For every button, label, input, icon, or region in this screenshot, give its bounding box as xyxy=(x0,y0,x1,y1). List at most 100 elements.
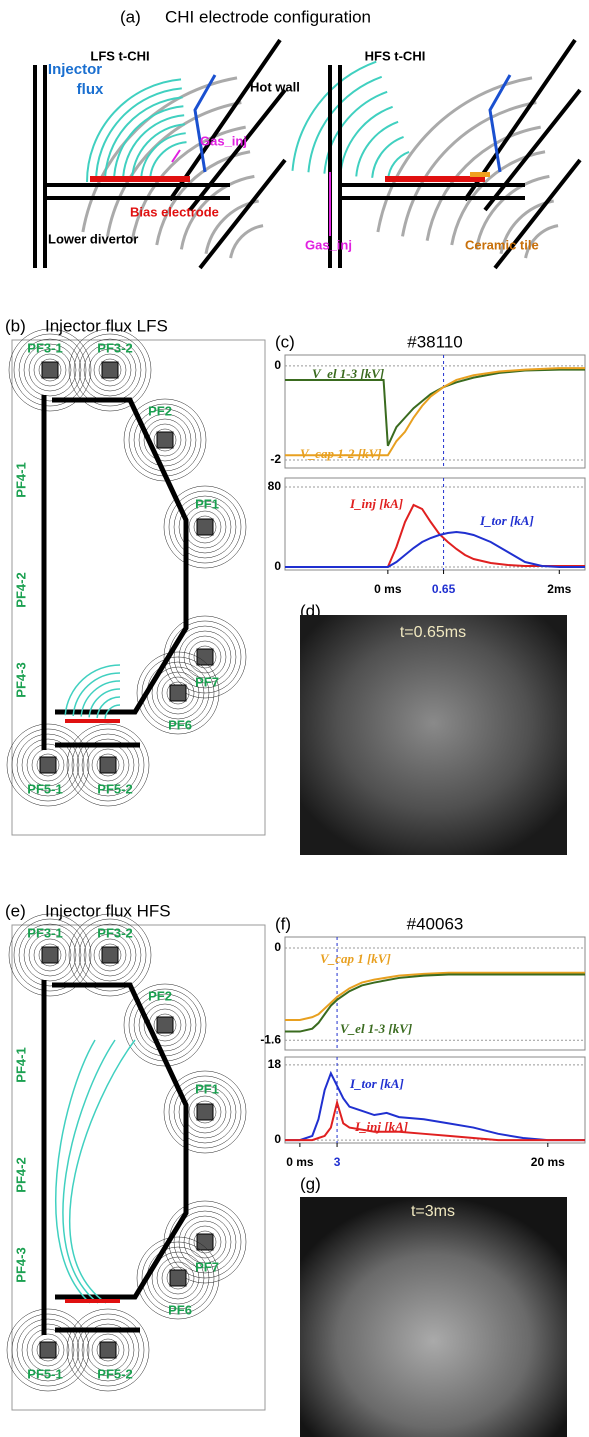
y-tick-label: 80 xyxy=(268,479,282,493)
y-tick-label: 0 xyxy=(274,559,281,573)
coil-label: PF3-1 xyxy=(27,340,62,355)
coil xyxy=(197,649,213,665)
y-tick-label: -2 xyxy=(270,452,281,466)
coil-label: PF4-3 xyxy=(13,1247,28,1282)
chart-title: #38110 xyxy=(407,332,462,351)
coil-label: PF7 xyxy=(195,674,219,689)
y-tick-label: 0 xyxy=(274,940,281,954)
flux-contour xyxy=(231,226,263,258)
panel-title: Injector flux LFS xyxy=(45,316,168,335)
y-tick-label: -1.6 xyxy=(260,1032,281,1046)
label: Hot wall xyxy=(250,79,300,94)
figure: (a) CHI electrode configuration LFS t-CH… xyxy=(0,0,589,1437)
coil xyxy=(170,685,186,701)
coil-label: PF4-1 xyxy=(13,1047,28,1082)
label: Lower divertor xyxy=(48,231,138,246)
series-label: I_tor [kA] xyxy=(349,1076,404,1091)
image-caption: t=3ms xyxy=(411,1203,455,1220)
chart-title: #40063 xyxy=(407,914,464,933)
coil-label: PF2 xyxy=(148,988,172,1003)
y-tick-label: 18 xyxy=(268,1057,282,1071)
panel-label: (g) xyxy=(300,1174,321,1193)
panel-label: (f) xyxy=(275,914,291,933)
coil xyxy=(197,519,213,535)
label: Bias electrode xyxy=(130,204,219,219)
coil-label: PF3-2 xyxy=(97,340,132,355)
injector-flux xyxy=(292,62,376,171)
series-label: I_tor [kA] xyxy=(479,513,534,528)
bias-electrode xyxy=(90,176,190,182)
coil-label: PF5-1 xyxy=(27,781,62,796)
coil-label: PF5-2 xyxy=(97,1366,132,1381)
image-caption: t=0.65ms xyxy=(400,624,466,641)
flux-contour xyxy=(378,78,532,232)
coil-label: PF1 xyxy=(195,496,219,511)
ceramic-tile xyxy=(470,172,490,177)
coil-label: PF4-3 xyxy=(13,662,28,697)
injector-flux xyxy=(73,673,120,716)
label: Injector xyxy=(48,61,102,78)
panel-label: (c) xyxy=(275,332,295,351)
series-label: V_el 1-3 [kV] xyxy=(340,1021,412,1036)
series-line xyxy=(285,370,585,446)
y-tick-label: 0 xyxy=(274,358,281,372)
series-label: V_cap 1-2 [kV] xyxy=(300,446,382,461)
coil xyxy=(40,1342,56,1358)
label: flux xyxy=(77,81,104,98)
camera-image xyxy=(300,615,567,855)
series-line xyxy=(285,973,585,1020)
coil xyxy=(100,1342,116,1358)
label: Ceramic tile xyxy=(465,237,539,252)
panel-title: Injector flux HFS xyxy=(45,901,171,920)
coil xyxy=(40,757,56,773)
coil xyxy=(157,1017,173,1033)
coil-label: PF3-2 xyxy=(97,925,132,940)
panel-title: CHI electrode configuration xyxy=(165,7,371,26)
coil-label: PF6 xyxy=(168,717,192,732)
series-line xyxy=(285,368,585,455)
x-tick-label: 0 ms xyxy=(374,582,402,596)
label: Gas_inj xyxy=(305,237,352,252)
series-label: V_el 1-3 [kV] xyxy=(312,366,384,381)
injector-flux xyxy=(97,697,120,718)
coil xyxy=(42,362,58,378)
coil-label: PF5-2 xyxy=(97,781,132,796)
series-label: I_inj [kA] xyxy=(349,496,403,511)
coil xyxy=(102,947,118,963)
coil xyxy=(197,1234,213,1250)
coil xyxy=(42,947,58,963)
coil-label: PF2 xyxy=(148,403,172,418)
label: Gas_inj xyxy=(200,133,247,148)
coil-label: PF4-2 xyxy=(13,1157,28,1192)
coil-label: PF1 xyxy=(195,1081,219,1096)
coil xyxy=(197,1104,213,1120)
coil xyxy=(102,362,118,378)
x-tick-label: 0.65 xyxy=(432,582,456,596)
coil-label: PF4-2 xyxy=(13,572,28,607)
plot-area xyxy=(285,478,585,570)
injector-flux xyxy=(70,1040,135,1303)
panel-label: (b) xyxy=(5,316,26,335)
coil-label: PF7 xyxy=(195,1259,219,1274)
coil xyxy=(157,432,173,448)
x-tick-label: 2ms xyxy=(547,582,571,596)
coil xyxy=(170,1270,186,1286)
x-tick-label: 3 xyxy=(334,1155,341,1169)
injector-flux xyxy=(63,1040,115,1303)
injector-flux xyxy=(308,77,381,172)
series-label: I_inj [kA] xyxy=(354,1119,408,1134)
subpanel-title: HFS t-CHI xyxy=(365,48,426,63)
coil-label: PF6 xyxy=(168,1302,192,1317)
camera-image xyxy=(300,1197,567,1437)
bias-electrode xyxy=(65,719,120,723)
x-tick-label: 0 ms xyxy=(286,1155,314,1169)
panel-label: (e) xyxy=(5,901,26,920)
coil xyxy=(100,757,116,773)
panel-label: (a) xyxy=(120,7,141,26)
coil-label: PF4-1 xyxy=(13,462,28,497)
bias-electrode xyxy=(65,1299,120,1303)
coil-label: PF5-1 xyxy=(27,1366,62,1381)
coil-label: PF3-1 xyxy=(27,925,62,940)
series-line xyxy=(285,532,585,567)
y-tick-label: 0 xyxy=(274,1132,281,1146)
